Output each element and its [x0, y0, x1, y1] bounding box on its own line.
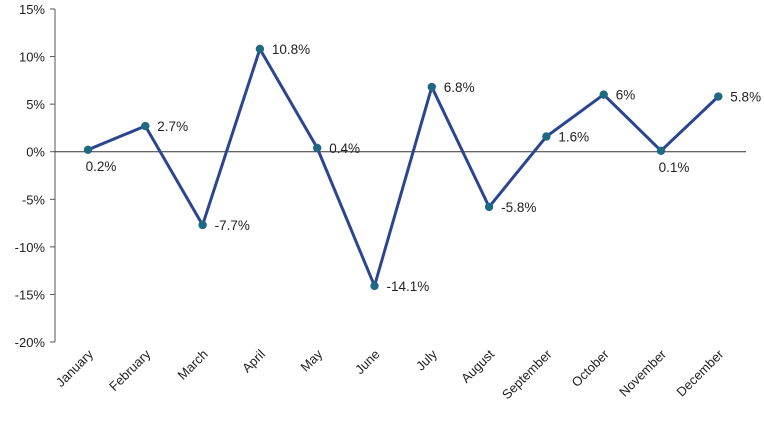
data-point	[484, 202, 494, 212]
data-points	[83, 44, 723, 291]
data-label: 5.8%	[730, 90, 761, 105]
x-tick-label: July	[413, 346, 440, 373]
y-tick-label: 5%	[26, 97, 45, 112]
data-label: 0.2%	[86, 159, 117, 174]
data-point	[599, 90, 608, 99]
data-point	[313, 143, 322, 153]
data-point	[370, 281, 379, 291]
x-tick-label: May	[297, 346, 325, 374]
x-tick-label: April	[239, 346, 268, 375]
data-point	[542, 132, 551, 141]
series-line-group	[87, 45, 720, 291]
data-label: 0.4%	[329, 141, 360, 156]
y-tick-label: -20%	[15, 335, 46, 350]
x-tick-label: November	[616, 346, 669, 399]
x-axis: January February March April May June July Augu…	[53, 346, 727, 402]
data-label: -7.7%	[215, 218, 250, 233]
series-line	[87, 45, 720, 291]
data-point	[83, 145, 93, 155]
x-tick-label: June	[352, 347, 383, 378]
y-tick-label: 15%	[19, 2, 45, 17]
x-tick-label: September	[499, 346, 555, 402]
x-tick-label: March	[175, 347, 211, 383]
y-tick-label: 0%	[26, 145, 45, 160]
x-tick-label: October	[569, 346, 613, 390]
y-tick-label: -5%	[22, 192, 46, 207]
data-label: 6.8%	[444, 80, 475, 95]
x-tick-label: August	[458, 346, 497, 385]
data-label: -5.8%	[501, 200, 536, 215]
data-label: -14.1%	[387, 279, 430, 294]
data-point	[141, 121, 150, 131]
data-labels: 0.2% 2.7% -7.7% 10.8% 0.4% -14.1% 6.8% -5.8% 1.6…	[86, 42, 761, 294]
y-tick-label: 10%	[19, 50, 45, 65]
data-point	[656, 146, 666, 155]
data-point	[198, 220, 207, 230]
y-tick-label: -15%	[15, 287, 46, 302]
data-label: 0.1%	[659, 160, 690, 175]
data-label: 2.7%	[157, 119, 188, 134]
x-tick-label: December	[673, 346, 726, 399]
data-point	[714, 92, 723, 101]
x-tick-label: January	[53, 346, 97, 390]
data-label: 10.8%	[272, 42, 310, 57]
x-tick-label: February	[106, 346, 154, 394]
data-point	[427, 82, 436, 92]
y-axis: 15% 10% 5% 0% -5% -10% -15% -20%	[15, 2, 56, 350]
data-label: 6%	[616, 88, 636, 103]
data-point	[255, 44, 265, 54]
y-tick-label: -10%	[15, 240, 46, 255]
data-label: 1.6%	[558, 129, 589, 144]
